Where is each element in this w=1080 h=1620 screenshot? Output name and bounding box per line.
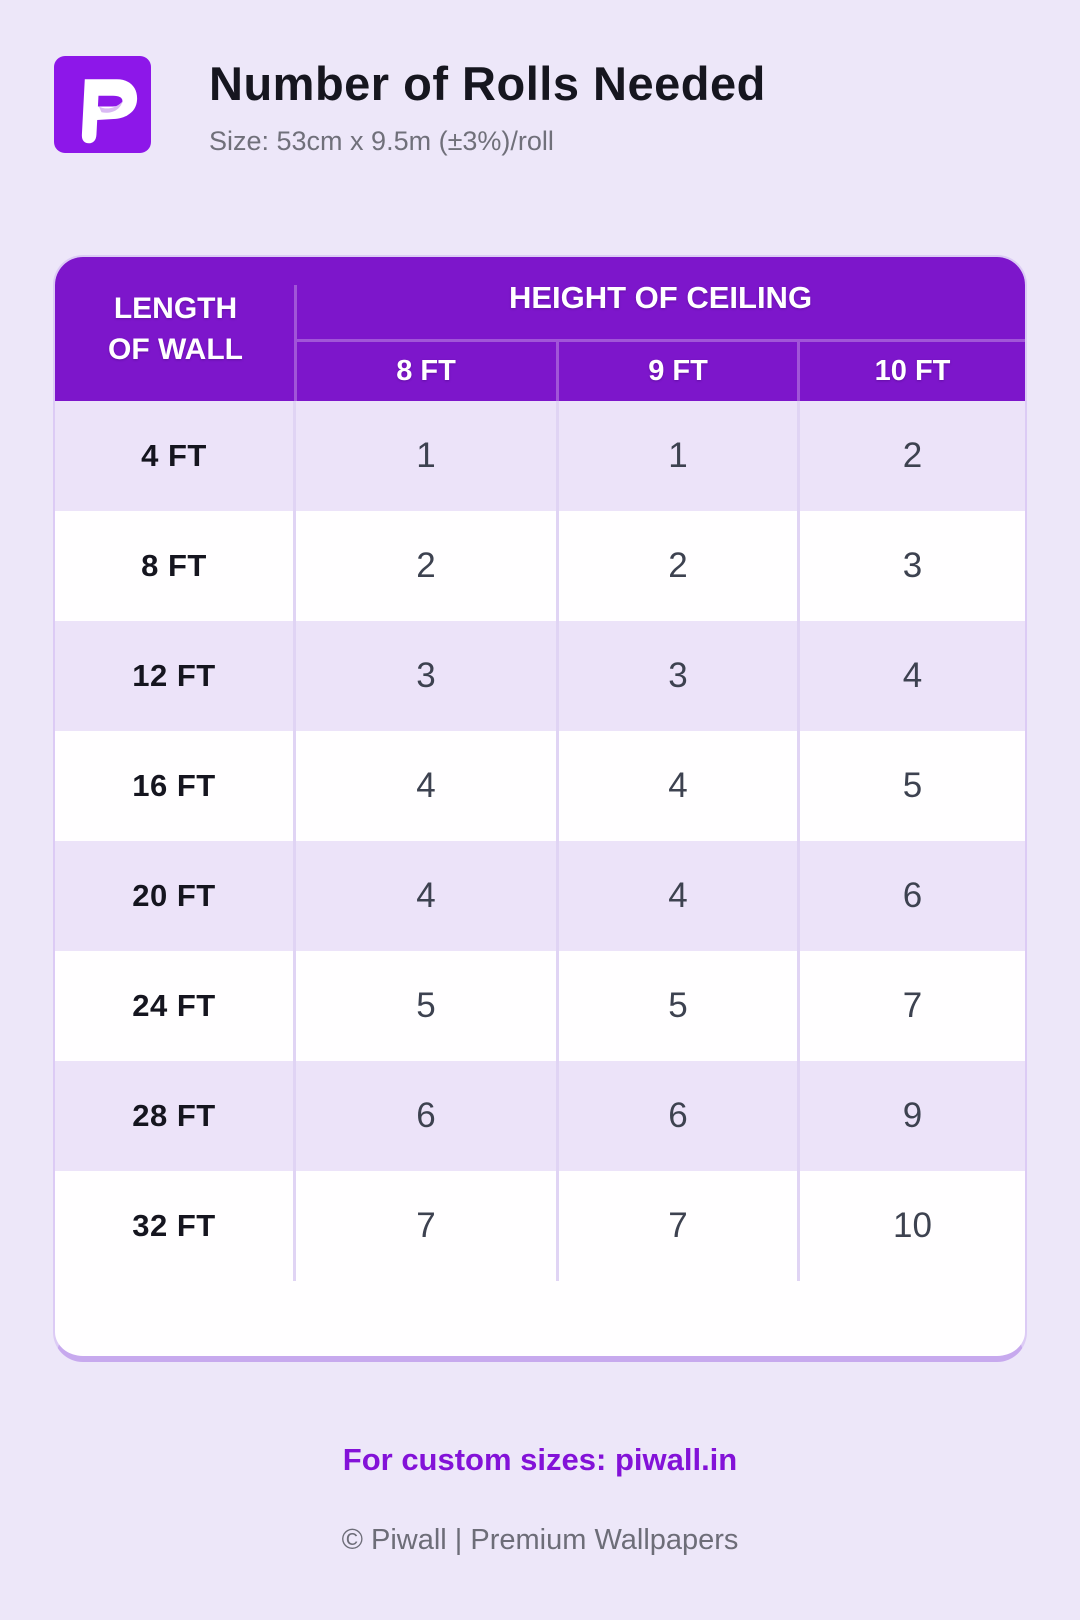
roll-count-cell: 10 [893, 1206, 932, 1245]
roll-count-cell: 4 [559, 731, 800, 841]
column-header-10ft: 10 FT [874, 355, 951, 387]
copyright-text: © Piwall | Premium Wallpapers [341, 1524, 739, 1556]
row-label: 24 FT [55, 951, 296, 1061]
piwall-logo [54, 56, 151, 153]
roll-count-cell: 6 [296, 1061, 559, 1171]
roll-count-cell: 1 [559, 401, 800, 511]
page-header: Number of Rolls Needed Size: 53cm x 9.5m… [54, 56, 766, 157]
table-row: 28 FT 6 6 9 [55, 1061, 1025, 1171]
table-row: 32 FT 7 7 10 [55, 1171, 1025, 1281]
column-header-9ft: 9 FT [559, 342, 800, 401]
roll-count-cell: 3 [902, 546, 923, 585]
row-label: 4 FT [55, 401, 296, 511]
column-header-8ft: 8 FT [296, 342, 559, 401]
roll-count-cell: 3 [296, 621, 559, 731]
roll-count-cell: 5 [902, 766, 923, 805]
table-row: 8 FT 2 2 3 [55, 511, 1025, 621]
table-body: 4 FT 1 1 2 8 FT 2 2 3 12 FT 3 3 4 16 FT 4 4 5 20 FT 4 4 6 24… [55, 401, 1025, 1281]
row-label: 32 FT [55, 1171, 296, 1281]
roll-count-cell: 2 [559, 511, 800, 621]
title-block: Number of Rolls Needed Size: 53cm x 9.5m… [209, 56, 766, 157]
row-label: 12 FT [55, 621, 296, 731]
roll-count-cell: 4 [902, 656, 923, 695]
table-row: 24 FT 5 5 7 [55, 951, 1025, 1061]
column-group-header: HEIGHT OF CEILING [296, 257, 1025, 342]
roll-count-cell: 5 [296, 951, 559, 1061]
roll-count-cell: 5 [559, 951, 800, 1061]
roll-count-cell: 7 [559, 1171, 800, 1281]
roll-count-cell: 2 [902, 436, 923, 475]
table-row: 12 FT 3 3 4 [55, 621, 1025, 731]
roll-count-cell: 6 [902, 876, 923, 915]
roll-count-cell: 2 [296, 511, 559, 621]
custom-sizes-link[interactable]: For custom sizes: piwall.in [342, 1442, 738, 1477]
rolls-table-card: LENGTH OF WALL HEIGHT OF CEILING 8 FT 9 … [53, 255, 1027, 1362]
row-header-line2: OF WALL [108, 333, 243, 366]
row-header-line1: LENGTH [113, 291, 238, 325]
piwall-logo-p-icon [81, 79, 138, 144]
table-row: 16 FT 4 4 5 [55, 731, 1025, 841]
roll-count-cell: 1 [296, 401, 559, 511]
roll-count-cell: 4 [296, 731, 559, 841]
table-row: 20 FT 4 4 6 [55, 841, 1025, 951]
table-header: LENGTH OF WALL HEIGHT OF CEILING 8 FT 9 … [55, 257, 1025, 401]
roll-count-cell: 4 [296, 841, 559, 951]
row-label: 16 FT [55, 731, 296, 841]
row-label: 28 FT [55, 1061, 296, 1171]
page-title: Number of Rolls Needed [209, 57, 766, 110]
row-label: 20 FT [55, 841, 296, 951]
roll-count-cell: 3 [559, 621, 800, 731]
roll-count-cell: 7 [902, 986, 923, 1025]
row-header-cell: LENGTH OF WALL [55, 257, 297, 401]
roll-count-cell: 7 [296, 1171, 559, 1281]
table-row: 4 FT 1 1 2 [55, 401, 1025, 511]
row-label: 8 FT [55, 511, 296, 621]
roll-count-cell: 4 [559, 841, 800, 951]
roll-count-cell: 9 [902, 1096, 923, 1135]
roll-count-cell: 6 [559, 1061, 800, 1171]
page-subtitle: Size: 53cm x 9.5m (±3%)/roll [209, 125, 554, 156]
